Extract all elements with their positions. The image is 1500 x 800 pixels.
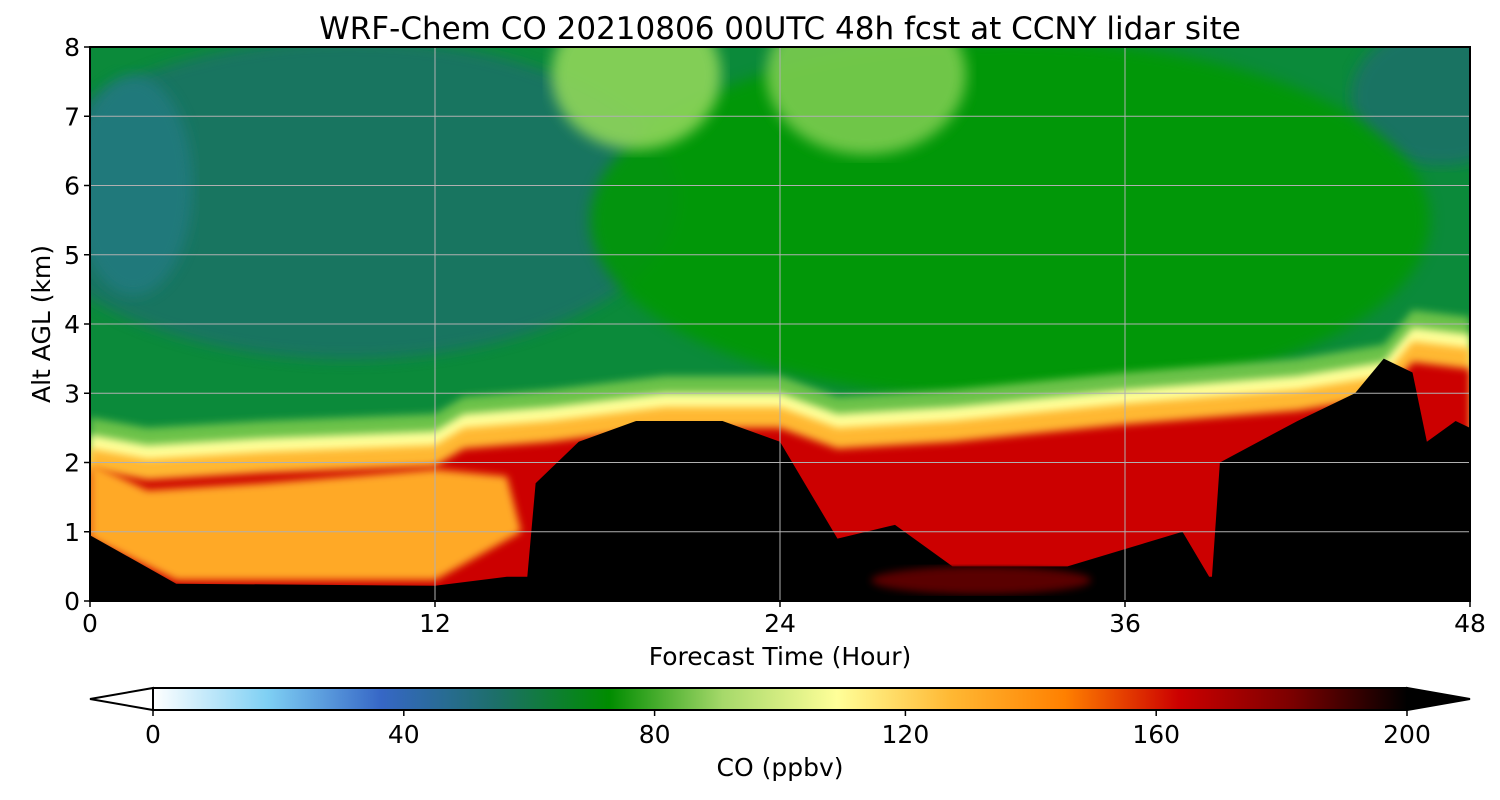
x-tick-label: 48: [1454, 609, 1486, 638]
y-tick-label: 3: [64, 379, 80, 408]
y-tick-label: 2: [64, 449, 80, 478]
plot-area: [90, 47, 1470, 601]
colorbar-tick-label: 40: [388, 720, 420, 749]
y-axis-label: Alt AGL (km): [27, 245, 56, 403]
y-tick-label: 5: [64, 241, 80, 270]
colorbar-label: CO (ppbv): [717, 753, 844, 782]
x-tick-label: 12: [419, 609, 451, 638]
x-axis: 0 12 24 36 48: [82, 601, 1486, 638]
colorbar-extend-high: [1406, 686, 1471, 712]
colorbar-tick-label: 160: [1132, 720, 1180, 749]
high-co-core-1: [527, 420, 1212, 581]
co-field: [90, 47, 1470, 601]
grid-lines: [90, 47, 1470, 601]
colorbar-tick-label: 0: [145, 720, 161, 749]
chart-title: WRF-Chem CO 20210806 00UTC 48h fcst at C…: [319, 11, 1241, 47]
x-tick-label: 0: [82, 609, 98, 638]
y-tick-label: 8: [64, 33, 80, 62]
dark-red-patch: [871, 566, 1092, 595]
y-tick-label: 0: [64, 587, 80, 616]
y-tick-label: 1: [64, 518, 80, 547]
upper-high-co-region-a: [551, 47, 722, 150]
high-co-core-2: [1211, 358, 1470, 601]
colorbar-body: [153, 688, 1407, 710]
upper-high-co-region-b: [766, 47, 967, 155]
bl-orange-core: [90, 462, 522, 581]
colorbar-frame: [152, 687, 1408, 711]
colorbar-tick-label: 200: [1383, 720, 1431, 749]
x-tick-label: 36: [1109, 609, 1141, 638]
y-tick-label: 4: [64, 310, 80, 339]
colorbar: 0 40 80 120 160 200 CO (ppbv): [89, 686, 1471, 782]
colorbar-tick-label: 80: [639, 720, 671, 749]
x-tick-label: 24: [764, 609, 796, 638]
y-tick-label: 6: [64, 172, 80, 201]
colorbar-tick-label: 120: [882, 720, 930, 749]
upper-green-band: [590, 47, 1430, 401]
upper-low-co-region: [90, 47, 679, 360]
y-axis: 0 1 2 3 4 5 6 7 8: [64, 33, 90, 616]
y-tick-label: 7: [64, 102, 80, 131]
colorbar-extend-low: [89, 686, 154, 712]
x-axis-label: Forecast Time (Hour): [649, 642, 912, 671]
